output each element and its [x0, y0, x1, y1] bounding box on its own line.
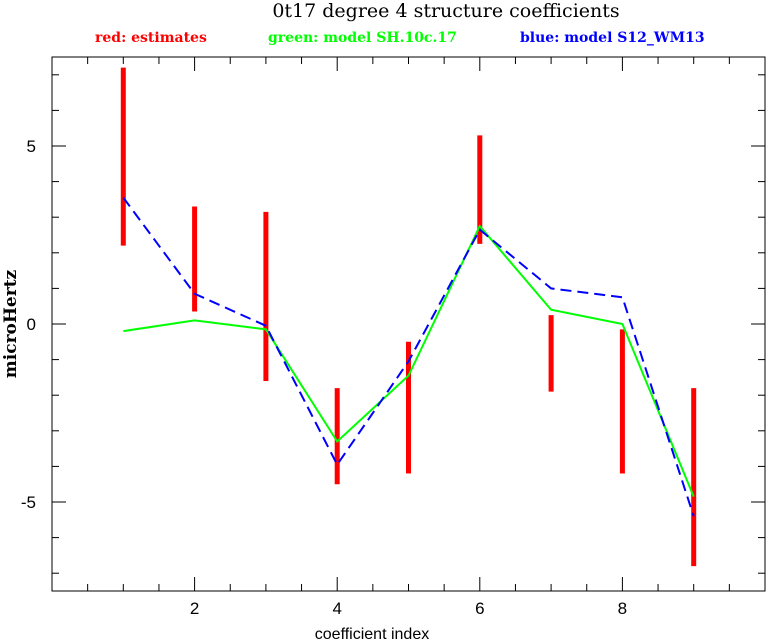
y-axis-label: microHertz: [1, 269, 21, 378]
y-tick-label: 0: [27, 315, 36, 334]
x-tick-label: 6: [475, 599, 484, 618]
legend-entry-estimates: red: estimates: [95, 30, 207, 46]
legend-entry-blue-model: blue: model S12_WM13: [520, 30, 705, 46]
y-tick-label: -5: [21, 493, 36, 512]
model-lines: [122, 197, 695, 517]
x-axis-label: coefficient index: [315, 626, 429, 641]
series-line: [123, 224, 695, 498]
axis-tick-labels: 2 4 6 8 -5 0 5: [21, 137, 627, 618]
chart-title: 0t17 degree 4 structure coefficients: [272, 0, 619, 22]
axis-ticks: [52, 57, 765, 591]
plot-frame: [51, 56, 766, 592]
series-line: [122, 197, 695, 517]
legend: red: estimates green: model SH.10c.17 bl…: [95, 30, 705, 46]
y-tick-label: 5: [27, 137, 36, 156]
estimate-bars: [120, 67, 697, 567]
x-tick-label: 4: [332, 599, 341, 618]
legend-entry-green-model: green: model SH.10c.17: [268, 30, 457, 46]
x-tick-label: 8: [618, 599, 627, 618]
x-tick-label: 2: [190, 599, 199, 618]
